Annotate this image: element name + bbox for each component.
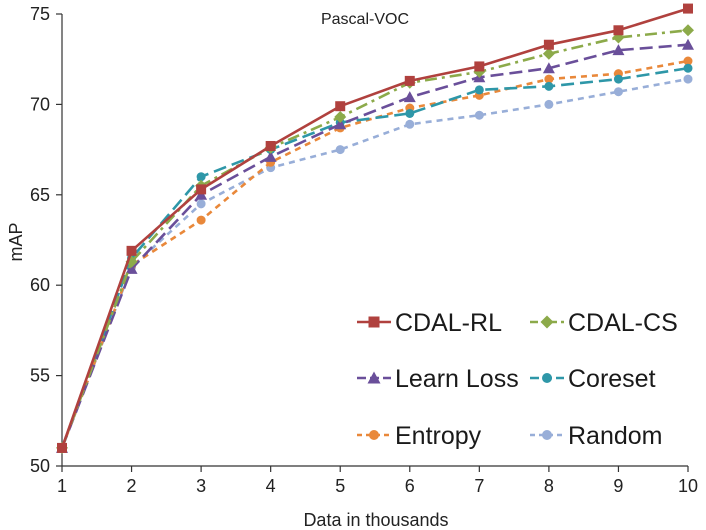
legend-item: CDAL-CS bbox=[530, 309, 678, 337]
data-point bbox=[404, 75, 415, 86]
data-point bbox=[613, 87, 623, 97]
data-point bbox=[683, 63, 693, 73]
data-point bbox=[683, 74, 693, 84]
x-tick-label: 4 bbox=[266, 476, 276, 496]
x-tick-label: 9 bbox=[613, 476, 623, 496]
data-point bbox=[540, 315, 554, 329]
y-tick-label: 75 bbox=[30, 4, 50, 24]
data-point bbox=[335, 101, 346, 112]
data-point bbox=[196, 184, 207, 195]
x-tick-label: 7 bbox=[474, 476, 484, 496]
data-point bbox=[57, 442, 67, 453]
axes: 50 55 60 65 70 75 1 2 3 4 5 6 7 8 9 10 bbox=[30, 4, 698, 496]
data-point bbox=[543, 39, 554, 50]
data-point bbox=[544, 81, 554, 91]
data-point bbox=[196, 199, 206, 209]
data-point bbox=[403, 91, 416, 103]
data-point bbox=[474, 61, 485, 72]
data-point bbox=[334, 111, 347, 124]
data-point bbox=[125, 262, 138, 274]
y-tick-label: 50 bbox=[30, 456, 50, 476]
legend-label: CDAL-CS bbox=[568, 309, 678, 337]
data-point bbox=[613, 74, 623, 84]
y-tick-label: 60 bbox=[30, 275, 50, 295]
series-line bbox=[60, 43, 689, 449]
data-point bbox=[544, 99, 554, 109]
data-point bbox=[682, 24, 694, 37]
data-point bbox=[613, 25, 624, 36]
series-line bbox=[60, 7, 689, 449]
series-random bbox=[57, 74, 693, 453]
data-point bbox=[542, 430, 552, 440]
data-point bbox=[369, 430, 379, 440]
legend-label: Learn Loss bbox=[395, 365, 519, 393]
data-point bbox=[682, 38, 694, 50]
x-tick-label: 2 bbox=[127, 476, 137, 496]
series-coreset bbox=[57, 63, 693, 453]
data-point bbox=[683, 56, 693, 66]
x-tick-label: 6 bbox=[405, 476, 415, 496]
legend-label: Random bbox=[568, 422, 663, 450]
data-point bbox=[474, 110, 484, 120]
series-entropy bbox=[57, 56, 693, 453]
legend-label: Coreset bbox=[568, 365, 656, 393]
data-point bbox=[405, 108, 415, 118]
x-tick-label: 10 bbox=[678, 476, 698, 496]
data-point bbox=[474, 85, 484, 95]
series-cdal-rl bbox=[57, 3, 693, 453]
y-tick-label: 65 bbox=[30, 185, 50, 205]
data-point bbox=[542, 62, 555, 74]
data-point bbox=[367, 371, 381, 384]
data-point bbox=[196, 172, 206, 182]
legend-label: CDAL-RL bbox=[395, 309, 502, 337]
data-point bbox=[334, 118, 347, 130]
legend-item: Coreset bbox=[530, 365, 656, 393]
data-point bbox=[544, 74, 554, 84]
data-point bbox=[368, 316, 380, 328]
legend-item: Random bbox=[530, 422, 663, 450]
data-point bbox=[335, 145, 345, 155]
x-tick-label: 8 bbox=[544, 476, 554, 496]
x-tick-label: 5 bbox=[335, 476, 345, 496]
series-layer bbox=[56, 3, 694, 454]
chart-title: Pascal-VOC bbox=[321, 11, 409, 28]
x-axis-label: Data in thousands bbox=[303, 510, 448, 530]
series-line bbox=[60, 59, 689, 449]
y-tick-label: 70 bbox=[30, 94, 50, 114]
series-learn-loss bbox=[56, 38, 694, 453]
data-point bbox=[265, 140, 276, 151]
y-tick-label: 55 bbox=[30, 366, 50, 386]
data-point bbox=[683, 3, 693, 14]
series-line bbox=[60, 66, 689, 449]
series-line bbox=[60, 29, 689, 449]
data-point bbox=[405, 119, 415, 129]
legend: CDAL-RL CDAL-CS Learn Loss Coreset Entropy Ra… bbox=[357, 309, 678, 450]
legend-item: Learn Loss bbox=[357, 365, 519, 393]
data-point bbox=[264, 150, 277, 162]
data-point bbox=[542, 373, 552, 383]
data-point bbox=[612, 44, 625, 56]
legend-label: Entropy bbox=[395, 422, 482, 450]
legend-item: CDAL-RL bbox=[357, 309, 502, 337]
data-point bbox=[126, 245, 137, 256]
series-line bbox=[60, 77, 689, 449]
y-axis-label: mAP bbox=[6, 222, 26, 261]
x-tick-label: 1 bbox=[57, 476, 67, 496]
legend-item: Entropy bbox=[357, 422, 482, 450]
data-point bbox=[542, 47, 555, 60]
x-tick-label: 3 bbox=[196, 476, 206, 496]
data-point bbox=[196, 215, 206, 225]
